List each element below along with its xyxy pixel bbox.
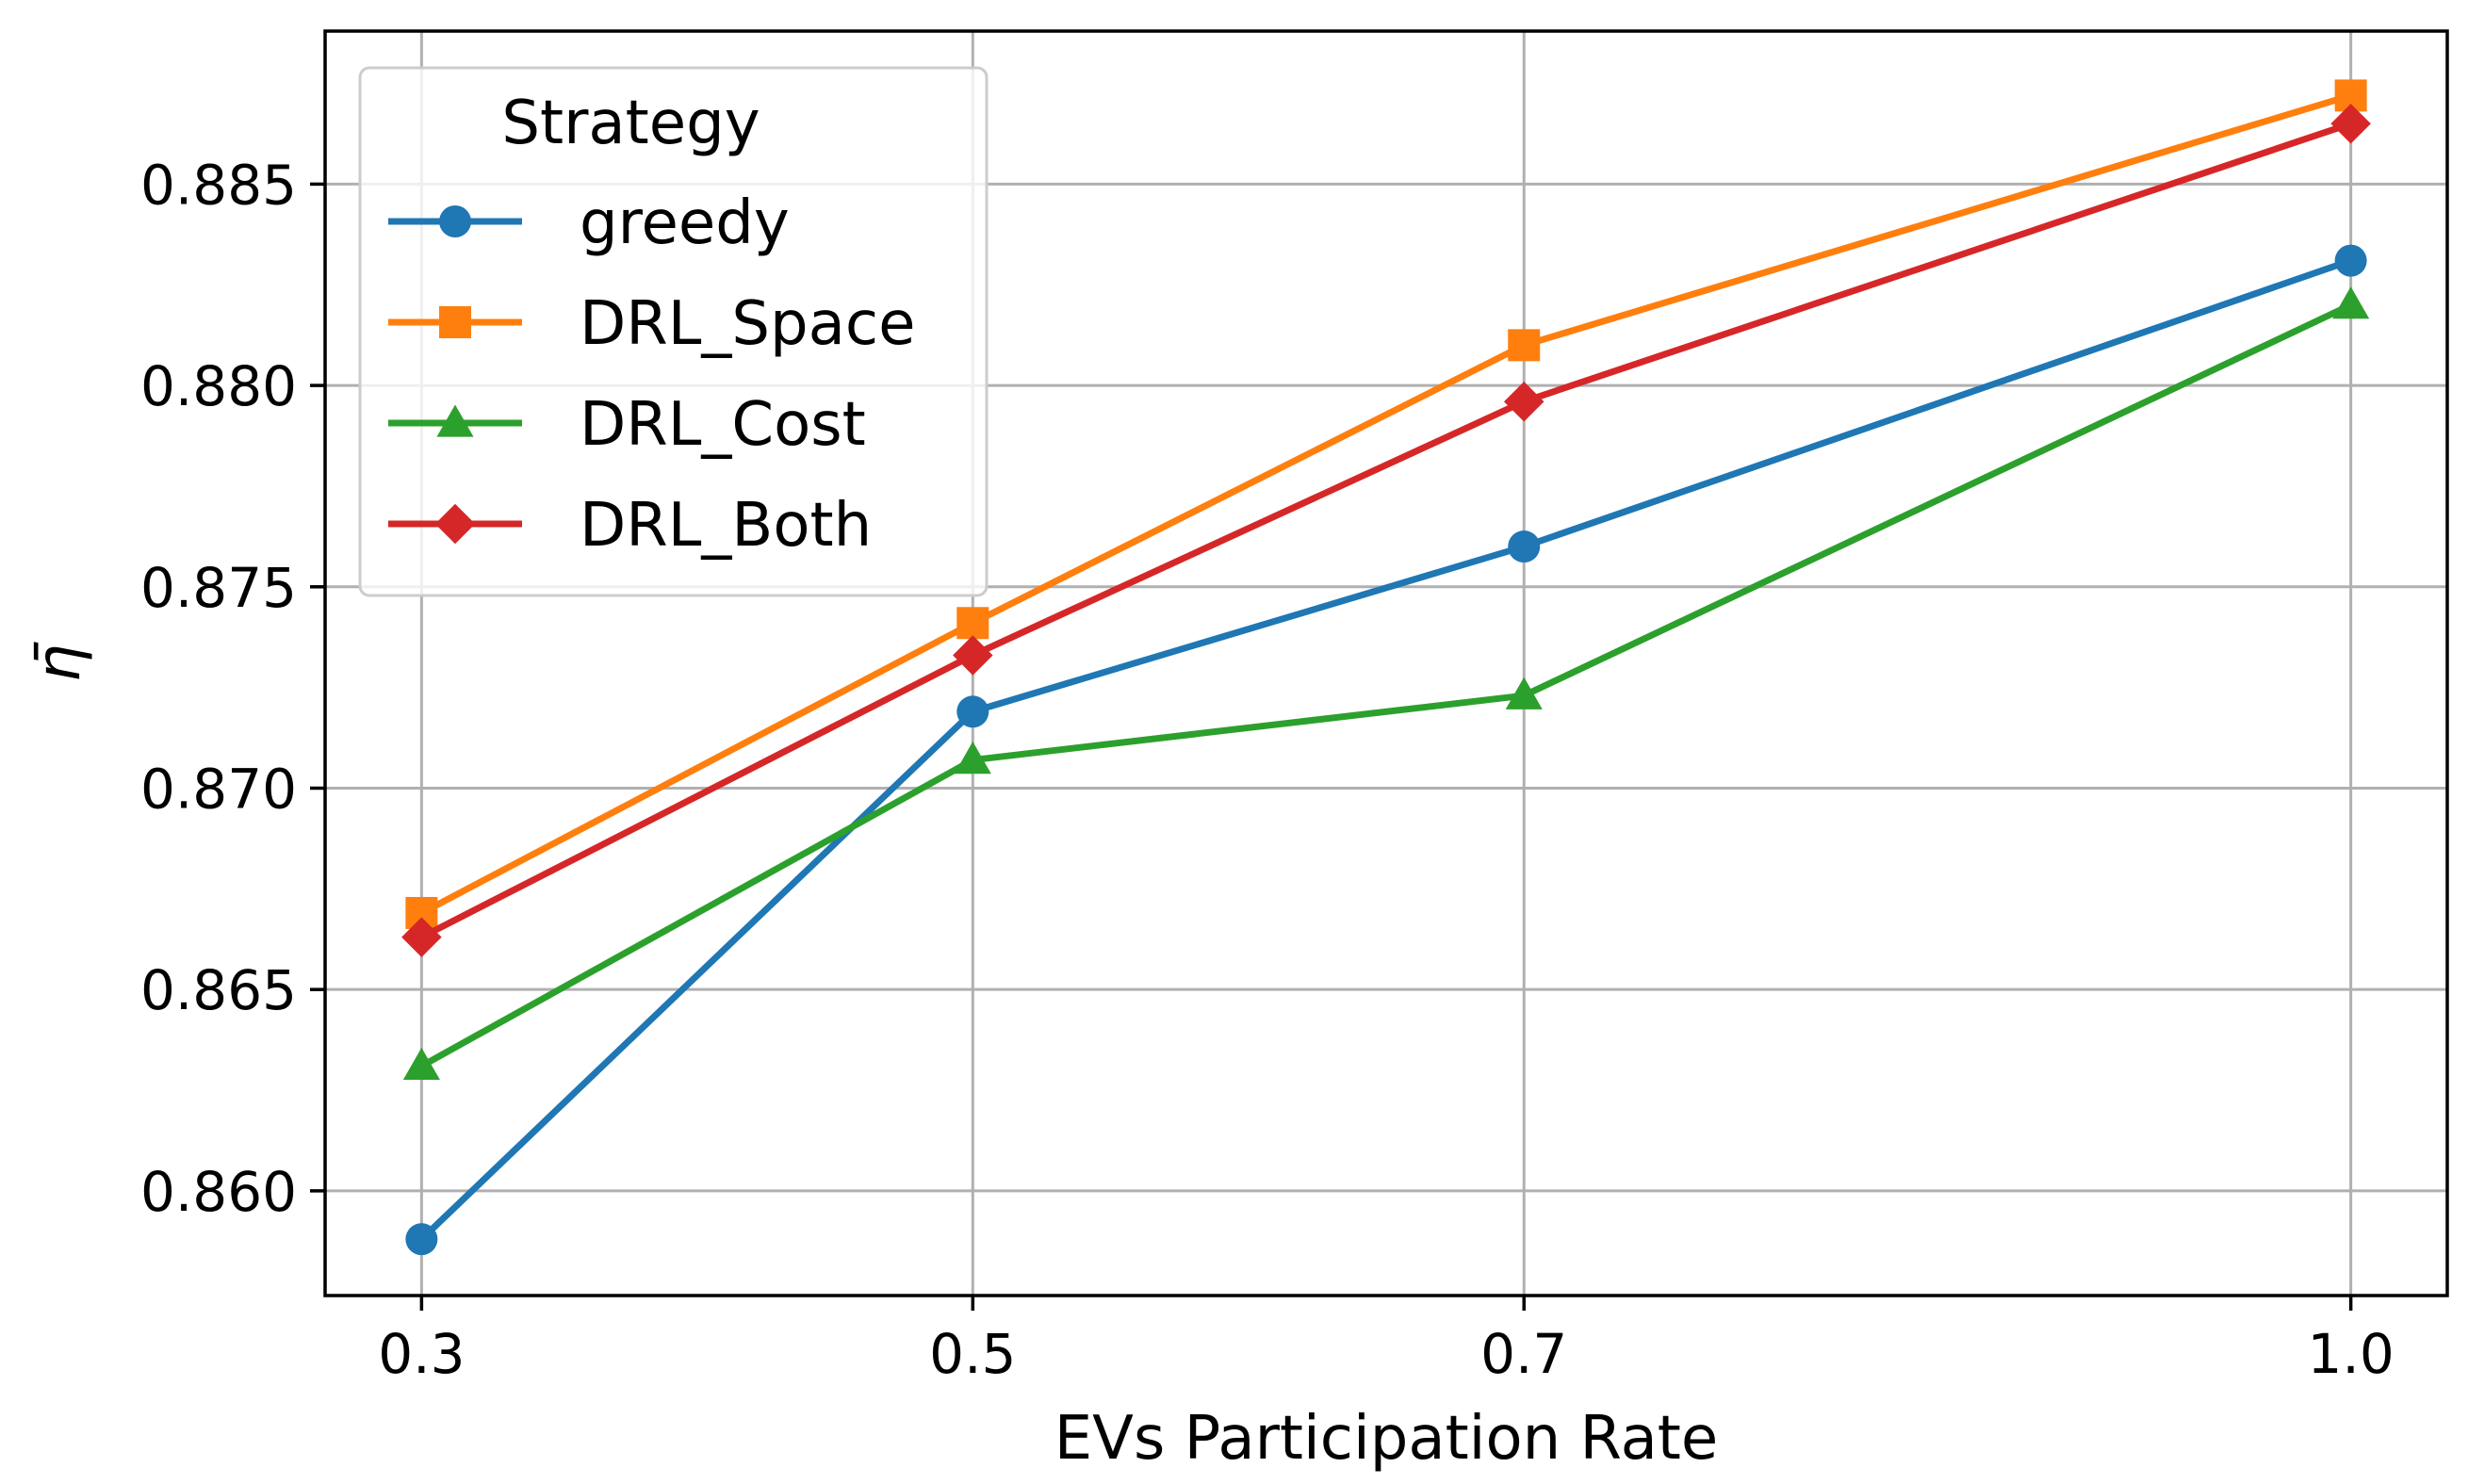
data-point-diamond — [953, 635, 993, 676]
x-tick-label: 0.7 — [1480, 1322, 1567, 1386]
x-tick-label: 1.0 — [2308, 1322, 2394, 1386]
data-point-triangle — [2332, 286, 2370, 319]
legend-label: DRL_Cost — [580, 390, 866, 460]
legend: Strategy greedy DRL_Space DRL_Cost DRL_Both — [358, 66, 989, 597]
legend-label: greedy — [580, 188, 790, 258]
data-point-square — [956, 607, 989, 640]
legend-entry: DRL_Both — [388, 491, 872, 561]
data-point-triangle — [436, 404, 474, 437]
legend-entry: greedy — [388, 188, 790, 258]
series-line — [417, 257, 2355, 1243]
data-point-diamond — [434, 503, 476, 545]
series-line — [417, 91, 2355, 917]
data-point-circle — [1508, 530, 1541, 563]
legend-entry: DRL_Cost — [388, 390, 866, 460]
y-tick-label: 0.880 — [140, 354, 297, 418]
y-tick-label: 0.865 — [140, 958, 297, 1022]
data-point-triangle — [954, 742, 991, 775]
series-drl-cost — [402, 286, 2370, 1081]
x-tick-label: 0.3 — [378, 1322, 465, 1386]
legend-box — [358, 66, 989, 597]
plot-frame — [323, 29, 2449, 1297]
data-point-diamond — [1503, 381, 1545, 422]
y-tick-label: 0.885 — [140, 153, 297, 217]
data-point-diamond — [401, 917, 442, 957]
data-point-diamond — [2330, 104, 2371, 144]
data-point-triangle — [1505, 677, 1543, 709]
x-axis: 0.3 0.5 0.7 1.0 — [378, 1296, 2394, 1386]
legend-label: DRL_Both — [580, 491, 872, 561]
data-point-circle — [439, 205, 471, 237]
data-point-circle — [405, 1223, 438, 1256]
series-line — [417, 302, 2355, 1069]
data-point-square — [439, 306, 471, 338]
data-point-triangle — [402, 1047, 440, 1081]
y-tick-label: 0.875 — [140, 556, 297, 620]
data-point-circle — [956, 695, 989, 728]
legend-entry: DRL_Space — [388, 289, 915, 359]
series-drl-both — [401, 104, 2371, 957]
series-line — [417, 120, 2355, 941]
x-tick-label: 0.5 — [929, 1322, 1016, 1386]
x-axis-label: EVs Participation Rate — [1054, 1404, 1719, 1474]
y-axis: 0.860 0.865 0.870 0.875 0.880 0.885 — [140, 153, 325, 1224]
data-point-circle — [2334, 244, 2367, 277]
series-drl-space — [405, 79, 2367, 929]
y-tick-label: 0.870 — [140, 757, 297, 821]
y-tick-label: 0.860 — [140, 1160, 297, 1224]
series-greedy — [405, 244, 2367, 1256]
series-group — [401, 79, 2371, 1256]
legend-title: Strategy — [501, 89, 760, 158]
y-axis-label: η̄ — [25, 642, 94, 683]
data-point-square — [1508, 329, 1541, 362]
legend-label: DRL_Space — [580, 289, 915, 359]
